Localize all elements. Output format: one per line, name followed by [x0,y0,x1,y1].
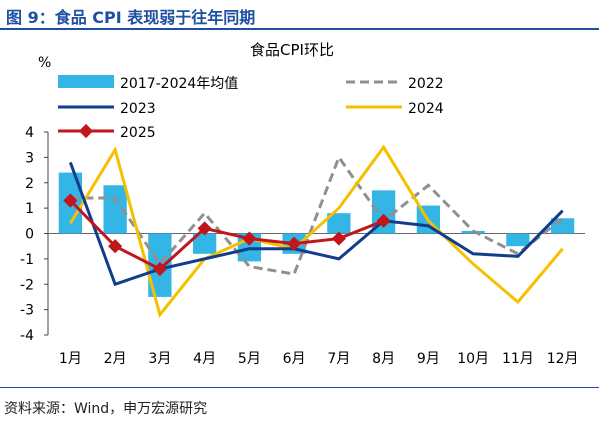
marker-2025 [152,261,167,277]
chart-title: 食品CPI环比 [250,41,334,59]
line-2024 [69,144,564,318]
marker-2025 [197,221,212,236]
y-tick-label: -1 [20,252,34,268]
source-note: 资料来源：Wind，申万宏源研究 [4,401,208,417]
marker-2025 [376,213,391,228]
bar-4月 [192,233,217,254]
marker-2025 [331,231,346,246]
x-tick-label: 12月 [547,351,579,367]
tick-labels: 4 3 2 1 0 -1 -2 -3 -4 1月 2月 3月 4月 5月 6月 7月 8月 9月 10月 11月 12月 [20,125,579,367]
legend-label-2025: 2025 [120,125,156,141]
y-tick-label: 1 [25,201,34,217]
series-lines [63,144,564,318]
bottom-rule [0,387,599,388]
bar-2月 [103,185,127,234]
legend-swatch-average [58,75,114,88]
food-cpi-chart: 食品CPI环比 % 2017-2024年均值 2022 2023 2024 2025 4… [20,41,585,367]
legend-label-2022: 2022 [408,76,444,92]
x-tick-label: 4月 [193,351,216,367]
x-tick-label: 2月 [104,351,127,367]
bar-11月 [506,233,530,247]
x-tick-label: 11月 [502,351,534,367]
line-2022 [70,154,564,276]
figure-title: 图 9：食品 CPI 表现弱于往年同期 [6,8,256,27]
marker-2025 [242,231,257,246]
x-tick-label: 5月 [238,351,261,367]
marker-2025 [287,236,302,251]
y-tick-label: -4 [20,328,34,344]
x-tick-label: 3月 [148,351,171,367]
y-tick-label: 4 [25,125,34,141]
line-2023 [68,161,564,287]
x-tick-label: 9月 [417,351,440,367]
y-tick-label: -3 [20,303,34,319]
bar-7月 [327,213,351,234]
x-tick-label: 1月 [59,351,82,367]
title-rule [0,28,599,30]
legend-label-2024: 2024 [408,101,444,117]
legend: 2017-2024年均值 2022 2023 2024 2025 [58,75,444,141]
y-tick-label: 2 [25,176,34,192]
x-tick-label: 8月 [372,351,395,367]
legend-label-average: 2017-2024年均值 [120,76,238,92]
y-axis-unit: % [38,55,51,71]
y-tick-label: 3 [25,150,34,166]
x-tick-label: 10月 [457,351,489,367]
legend-label-2023: 2023 [120,101,156,117]
y-tick-label: -2 [20,277,34,293]
y-tick-label: 0 [25,227,34,243]
legend-marker-2025 [78,123,94,139]
line-2025 [69,199,385,271]
x-tick-label: 7月 [327,351,350,367]
x-tick-label: 6月 [283,351,306,367]
